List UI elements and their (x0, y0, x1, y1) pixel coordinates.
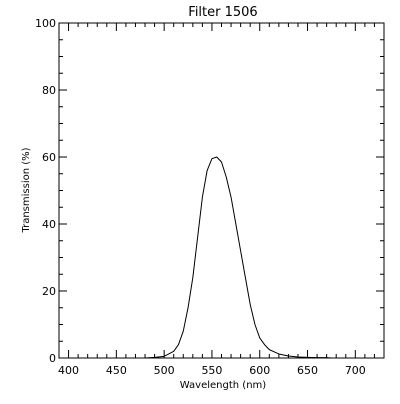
x-tick-label: 450 (106, 364, 127, 377)
x-tick-label: 550 (201, 364, 222, 377)
y-tick-label: 60 (42, 151, 56, 164)
x-tick-label: 650 (297, 364, 318, 377)
x-tick-label: 500 (154, 364, 175, 377)
axes: 400 450 500 550 600 650 700 0 20 40 60 80 100 (35, 17, 384, 377)
y-tick-label: 0 (49, 352, 56, 365)
y-axis-label: Transmission (%) (21, 147, 32, 233)
y-tick-label: 100 (35, 17, 56, 30)
x-tick-label: 700 (345, 364, 366, 377)
series-layer (145, 157, 331, 358)
y-tick-label: 40 (42, 218, 56, 231)
plot-frame (59, 23, 384, 358)
y-tick-label: 20 (42, 285, 56, 298)
y-tick-label: 80 (42, 84, 56, 97)
x-tick-label: 400 (58, 364, 79, 377)
x-tick-label: 600 (249, 364, 270, 377)
transmission-curve (145, 157, 331, 358)
chart-title: Filter 1506 (188, 5, 257, 20)
x-axis-label: Wavelength (nm) (180, 380, 266, 391)
